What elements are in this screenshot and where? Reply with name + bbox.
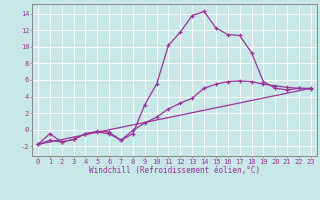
X-axis label: Windchill (Refroidissement éolien,°C): Windchill (Refroidissement éolien,°C) <box>89 166 260 175</box>
